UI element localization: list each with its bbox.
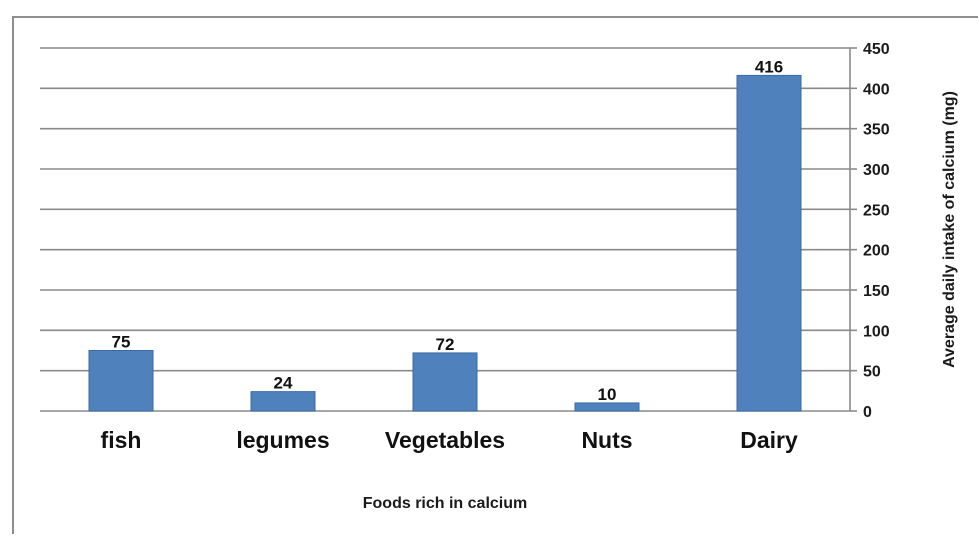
y-tick-label-50: 50 (863, 364, 881, 381)
y-tick-label-300: 300 (863, 162, 890, 179)
bar-vegetables (412, 352, 478, 412)
x-axis-title: Foods rich in calcium (363, 495, 527, 512)
category-labels: fish legumes Vegetables Nuts Dairy (101, 427, 798, 453)
y-tick-label-400: 400 (863, 81, 890, 98)
y-tick-label-350: 350 (863, 122, 890, 139)
bar-fish (88, 350, 154, 412)
category-label-fish: fish (101, 427, 142, 453)
y-tick-label-450: 450 (863, 41, 890, 58)
gridlines (40, 47, 850, 412)
category-label-nuts: Nuts (581, 427, 632, 453)
y-axis: 0 50 100 150 200 250 300 350 400 450 (849, 41, 890, 421)
category-label-dairy: Dairy (740, 427, 798, 453)
y-tick-label-0: 0 (863, 404, 872, 421)
data-label-vegetables: 72 (436, 335, 455, 354)
bar-legumes (250, 391, 316, 412)
bar-dairy (736, 74, 802, 412)
bars (88, 74, 802, 412)
y-tick-label-150: 150 (863, 283, 890, 300)
data-label-legumes: 24 (274, 374, 293, 393)
data-labels: 75 24 72 10 416 (112, 57, 784, 404)
category-label-vegetables: Vegetables (385, 427, 505, 453)
y-axis-title: Average daily intake of calcium (mg) (941, 91, 958, 368)
data-label-dairy: 416 (755, 57, 783, 76)
bar-nuts (574, 402, 640, 412)
chart-frame: 0 50 100 150 200 250 300 350 400 450 75 24 72 10 416 … (12, 16, 978, 534)
data-label-nuts: 10 (598, 385, 617, 404)
data-label-fish: 75 (112, 333, 131, 352)
y-tick-label-250: 250 (863, 202, 890, 219)
y-tick-label-200: 200 (863, 243, 890, 260)
y-tick-label-100: 100 (863, 323, 890, 340)
category-label-legumes: legumes (236, 427, 329, 453)
